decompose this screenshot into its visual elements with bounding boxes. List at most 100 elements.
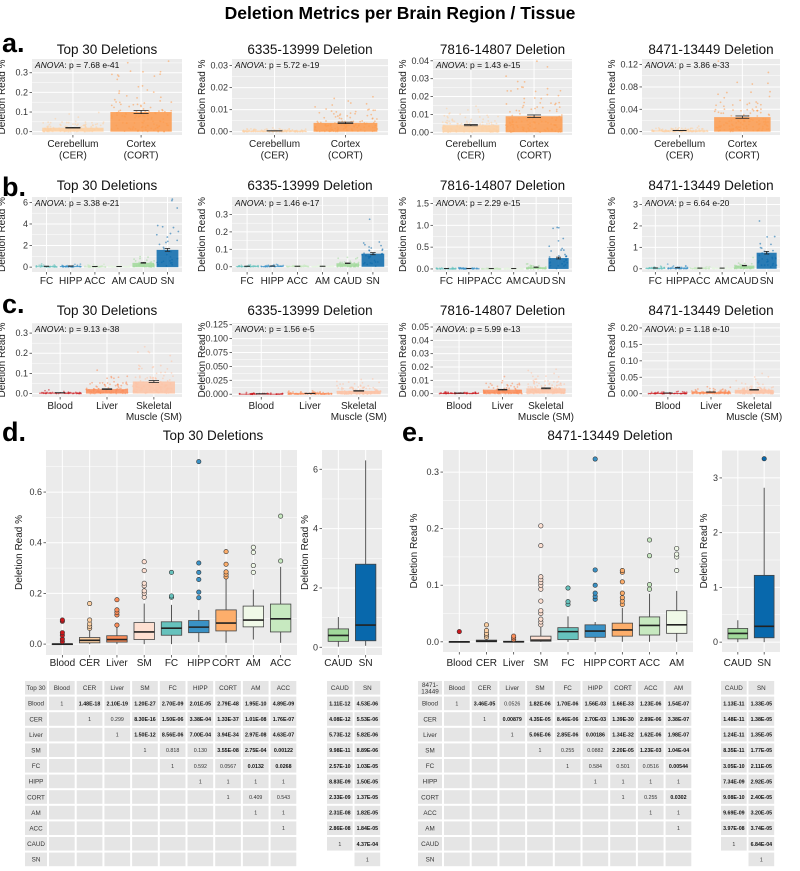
y-tick-label: 0.0 [29,639,42,649]
jitter-point [557,239,560,242]
jitter-point [145,259,148,262]
jitter-point [442,126,445,128]
jitter-point [667,267,670,270]
anova-p-value: p = 1.18 e-10 [679,324,730,334]
jitter-point [42,264,45,267]
table-cell [242,852,269,867]
jitter-point [149,389,151,391]
table-cell [582,852,609,867]
table-cell [327,774,353,789]
jitter-point [372,121,375,124]
jitter-point [555,391,558,394]
jitter-point [107,386,110,389]
table-cell [187,821,214,835]
jitter-point [496,126,499,129]
x-category-label: (CORT) [328,151,363,162]
jitter-point [479,123,482,126]
jitter-point [95,385,98,388]
table-cell [582,696,609,711]
jitter-point [501,381,503,384]
row-c-panel-2: 6335-13999 Deletion0.0000.0250.0500.0750… [197,303,388,423]
jitter-point [496,267,499,270]
table-cell [132,790,158,804]
jitter-point [468,122,471,125]
jitter-point [708,267,711,270]
jitter-point [535,381,538,384]
jitter-point [767,260,769,263]
jitter-point [553,392,556,395]
jitter-point [35,266,38,268]
table-cell [554,837,581,851]
jitter-point [96,127,98,130]
jitter-point [177,230,180,233]
jitter-point [550,250,553,252]
column-header-cell [610,681,636,695]
box [242,605,264,628]
jitter-point [158,110,160,113]
p-value: 1.82E-06 [529,701,551,707]
jitter-point [353,125,356,128]
jitter-point [325,108,328,110]
table-cell [444,774,470,789]
jitter-point [528,392,531,395]
jitter-point [452,120,454,122]
p-value: 1 [199,779,202,785]
row-header: AM [425,826,434,833]
jitter-point [91,124,94,126]
jitter-point [560,249,562,251]
anova-annotation: ANOVA: p = 2.29 e-15 [435,198,521,208]
jitter-point [726,122,729,125]
jitter-point [523,97,526,100]
y-tick-label: 0.08 [620,82,638,92]
jitter-point [749,267,752,270]
panel-title: 8471-13449 Deletion [648,178,773,193]
p-value: 8.56E-06 [162,733,184,739]
jitter-point [728,391,731,393]
jitter-point [137,85,140,88]
box [666,610,688,634]
jitter-point [342,127,345,130]
x-category-label: (CORT) [725,151,760,162]
table-cell [132,852,158,867]
jitter-point [370,391,373,394]
jitter-point [373,129,376,132]
jitter-point [122,390,125,392]
jitter-point [105,389,108,392]
jitter-point [150,390,153,393]
jitter-point [515,121,518,124]
bar [110,112,172,132]
table-cell [270,696,297,711]
table-cell [444,837,470,851]
jitter-point [323,116,326,119]
jitter-point [86,389,89,392]
jitter-point [557,380,559,383]
jitter-point [354,265,357,268]
table-cell [76,696,103,711]
table-cell [721,727,747,742]
jitter-point [475,105,477,108]
column-header: FC [563,685,572,692]
jitter-point [365,254,367,257]
p-value: 1 [282,779,285,785]
bar [156,249,179,268]
jitter-point [536,106,539,108]
jitter-point [362,242,365,244]
p-value: 1.33E-37 [217,717,239,723]
jitter-point [248,129,251,132]
jitter-point [551,129,554,131]
jitter-point [63,390,65,393]
p-value: 1.35E-05 [751,733,773,739]
table-cell [665,759,692,773]
jitter-point [245,393,248,395]
outlier-point [196,576,202,582]
jitter-point [125,122,128,125]
jitter-point [61,129,64,132]
table-cell [748,696,775,711]
jitter-point [143,120,145,122]
jitter-point [699,391,702,394]
column-header-cell [104,681,131,695]
jitter-point [327,392,330,395]
y-axis-label: Deletion Read % [398,322,409,397]
panel-label-c: c. [2,289,25,319]
jitter-point [61,264,64,267]
